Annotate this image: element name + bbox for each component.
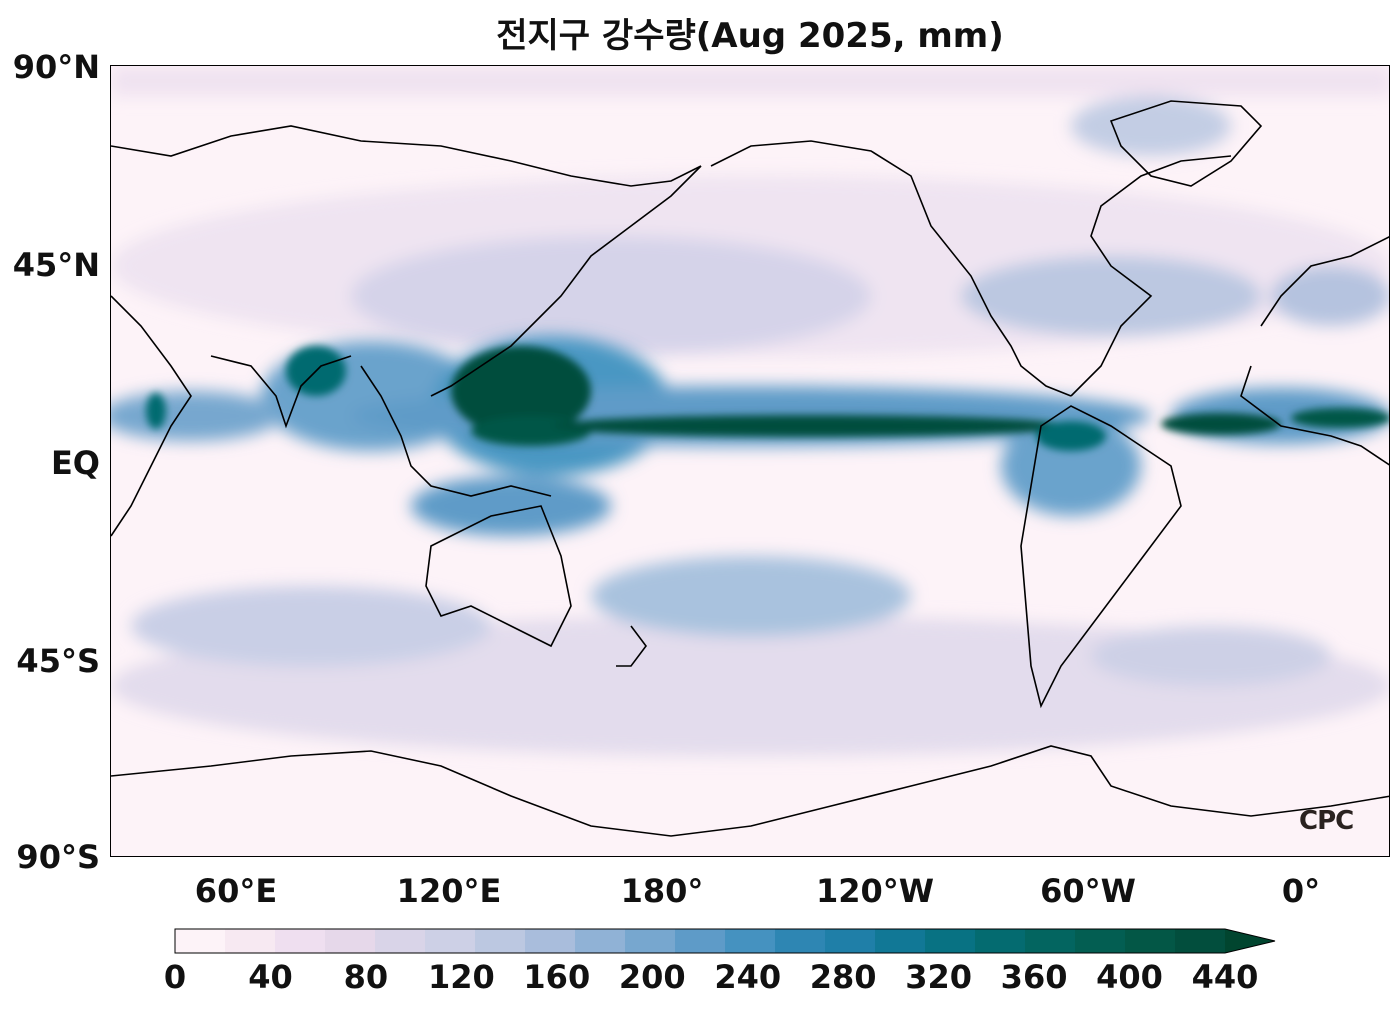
colorbar-tick-label: 80: [343, 958, 389, 996]
precipitation-map: CPC: [110, 65, 1390, 857]
colorbar-swatch: [1175, 929, 1226, 953]
africa-west-coast: [1240, 365, 1389, 466]
colorbar: [174, 928, 1276, 954]
cpc-logo: CPC: [1299, 806, 1354, 836]
colorbar-tick-label: 120: [427, 958, 495, 996]
cpc-logo-text: CPC: [1299, 806, 1354, 836]
lon-label-0: 0°: [1281, 872, 1321, 910]
africa-east-coast: [111, 295, 192, 537]
colorbar-swatch: [425, 929, 476, 953]
light-precip-bands: [111, 66, 1389, 756]
lat-label-90s: 90°S: [16, 838, 100, 876]
colorbar-tick-label: 160: [523, 958, 591, 996]
new-zealand-coast: [616, 625, 647, 667]
colorbar-tick-label: 320: [905, 958, 973, 996]
colorbar-tick-label: 200: [618, 958, 686, 996]
greenland-coast: [1109, 100, 1263, 187]
colorbar-swatch: [725, 929, 776, 953]
eurasia-north-coast: [111, 125, 702, 187]
coastlines: [111, 100, 1389, 837]
australia-coast: [425, 505, 572, 648]
lon-label-120w: 120°W: [815, 872, 935, 910]
colorbar-swatch: [275, 929, 326, 953]
colorbar-extend-arrow: [1225, 929, 1275, 953]
heavy-precip: [146, 346, 1389, 451]
colorbar-swatch: [1025, 929, 1076, 953]
colorbar-tick-label: 0: [163, 958, 187, 996]
colorbar-swatches: [174, 928, 1276, 954]
colorbar-swatch: [475, 929, 526, 953]
colorbar-tick-label: 360: [1000, 958, 1068, 996]
india-coast: [210, 355, 352, 429]
colorbar-swatch: [325, 929, 376, 953]
map-title: 전지구 강수량(Aug 2025, mm): [496, 16, 1004, 56]
lat-label-45s: 45°S: [16, 642, 100, 680]
colorbar-swatch: [375, 929, 426, 953]
colorbar-swatch: [575, 929, 626, 953]
colorbar-swatch: [675, 929, 726, 953]
colorbar-outline: [174, 928, 1276, 954]
colorbar-tick-label: 280: [809, 958, 877, 996]
colorbar-swatch: [175, 929, 226, 953]
colorbar-swatch: [225, 929, 276, 953]
colorbar-swatch: [1075, 929, 1126, 953]
colorbar-swatch: [1125, 929, 1176, 953]
lon-label-60e: 60°E: [194, 872, 278, 910]
colorbar-tick-label: 240: [714, 958, 782, 996]
precipitation-field: [111, 66, 1389, 837]
north-america-west-coast: [710, 140, 1072, 397]
colorbar-tick-label: 440: [1191, 958, 1259, 996]
colorbar-swatch: [925, 929, 976, 953]
lon-label-180: 180°: [620, 872, 704, 910]
colorbar-tick-label: 40: [248, 958, 293, 996]
antarctica-coast: [111, 745, 1389, 837]
lat-label-45n: 45°N: [12, 246, 100, 284]
colorbar-swatch: [625, 929, 676, 953]
colorbar-tick-label: 400: [1096, 958, 1163, 996]
lat-label-90n: 90°N: [12, 48, 100, 86]
colorbar-swatch: [525, 929, 576, 953]
europe-coast: [1260, 236, 1389, 327]
colorbar-swatch: [875, 929, 926, 953]
lon-label-120e: 120°E: [396, 872, 502, 910]
se-asia-coast: [360, 365, 552, 497]
colorbar-swatch: [975, 929, 1026, 953]
colorbar-swatch: [825, 929, 876, 953]
lat-label-eq: EQ: [50, 444, 100, 482]
lon-label-60w: 60°W: [1040, 872, 1136, 910]
north-america-east-coast: [1070, 155, 1232, 397]
colorbar-swatch: [775, 929, 826, 953]
east-asia-coast: [430, 165, 702, 397]
south-america-coast: [1020, 405, 1182, 709]
